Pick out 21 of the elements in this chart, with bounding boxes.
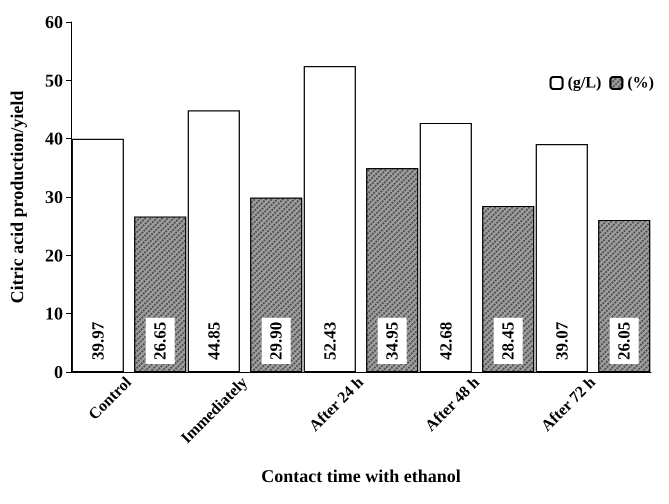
text: 26.65 bbox=[150, 322, 170, 360]
text: 52.43 bbox=[320, 322, 340, 360]
y-tick-label: 20 bbox=[45, 245, 63, 266]
y-tick-label: 50 bbox=[45, 70, 63, 90]
legend-label: (g/L) bbox=[568, 74, 602, 92]
text: 39.07 bbox=[552, 322, 572, 360]
x-axis-title: Contact time with ethanol bbox=[261, 466, 461, 486]
y-tick-label: 30 bbox=[45, 187, 63, 207]
y-axis-title: Citric acid production/yield bbox=[7, 90, 27, 304]
y-tick-label: 10 bbox=[45, 304, 63, 324]
y-tick-label: 0 bbox=[54, 362, 63, 382]
text: 34.95 bbox=[382, 322, 402, 360]
text: 29.90 bbox=[266, 322, 286, 360]
text: 42.68 bbox=[436, 322, 456, 360]
text: 26.05 bbox=[614, 322, 634, 360]
text: 44.85 bbox=[204, 322, 224, 360]
y-tick-label: 40 bbox=[45, 128, 63, 149]
text: 39.97 bbox=[88, 322, 108, 360]
text: 28.45 bbox=[498, 322, 518, 360]
legend-label: (%) bbox=[627, 74, 654, 92]
y-tick-label: 60 bbox=[45, 12, 63, 32]
